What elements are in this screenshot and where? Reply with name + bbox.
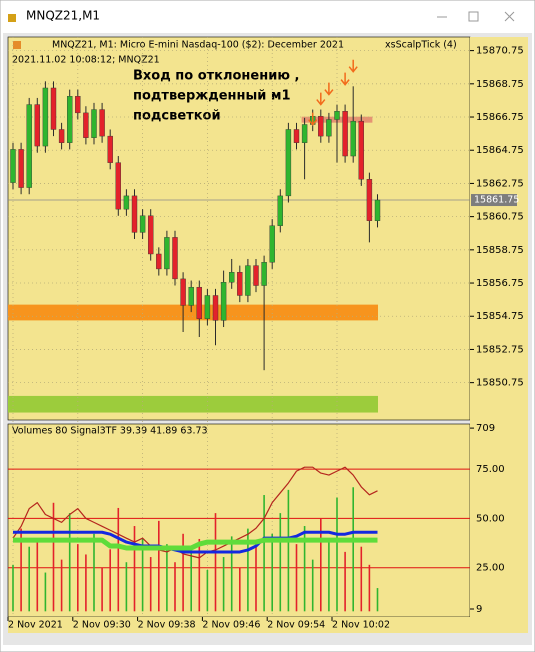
window-title: MNQZ21,M1	[26, 9, 100, 23]
y-tick-label: 25.00	[476, 563, 505, 574]
candle-body	[220, 282, 227, 321]
candle-body	[123, 195, 130, 210]
last-price-label: 15861.75	[474, 195, 519, 206]
y-tick-label: 15864.75	[476, 145, 524, 156]
y-tick-label: 15860.75	[476, 212, 524, 223]
candle-body	[164, 237, 170, 270]
maximize[interactable]	[468, 11, 479, 22]
signal-arrow	[348, 59, 358, 73]
x-tick-label: 2 Nov 09:54	[267, 620, 325, 631]
candle-body	[237, 272, 243, 296]
candle-body	[188, 286, 194, 306]
annotation: Вход по отклонению ,	[133, 69, 299, 84]
candle-body	[342, 111, 348, 157]
x-tick-label: 2 Nov 10:02	[332, 620, 390, 631]
candle-body	[75, 96, 81, 114]
candle-body	[42, 87, 49, 147]
y-tick-label: 15870.75	[476, 46, 524, 57]
candle-body	[350, 120, 356, 157]
signal-arrow	[340, 72, 350, 86]
y-tick-label: 15862.75	[476, 178, 524, 189]
close[interactable]	[504, 11, 515, 22]
y-tick-label: 75.00	[476, 464, 505, 475]
candle-body	[204, 295, 211, 319]
candle-body	[212, 295, 219, 321]
y-tick-label: 15850.75	[476, 378, 524, 389]
chart-title: MNQZ21, M1: Micro E-mini Nasdaq-100 ($2)…	[52, 40, 344, 51]
y-tick-label: 50.00	[476, 513, 505, 524]
indicator-name: xsScalpTick (4)	[385, 40, 457, 51]
zone	[8, 304, 378, 321]
y-tick-label: 15854.75	[476, 311, 524, 322]
candle-body	[10, 149, 16, 183]
candle-body	[107, 135, 113, 163]
candle-body	[228, 272, 235, 283]
candle-body	[277, 195, 283, 226]
candle-body	[91, 109, 97, 138]
candle-body	[66, 96, 73, 143]
candle-body	[269, 225, 275, 263]
candle-body	[326, 119, 332, 137]
annotation: подсветкой	[133, 109, 221, 124]
x-tick-label: 2 Nov 2021	[8, 620, 63, 631]
signal-arrow	[316, 92, 326, 106]
candle-body	[196, 286, 203, 319]
candle-body	[115, 162, 122, 210]
annotation: подтвержденный м1	[133, 89, 291, 104]
indicator-title: Volumes 80 Signal3TF 39.39 41.89 63.73	[12, 426, 208, 437]
symbol-icon	[13, 41, 21, 49]
y-tick-label: 15852.75	[476, 344, 524, 355]
y-tick-label: 15856.75	[476, 278, 524, 289]
candle-body	[253, 265, 259, 286]
last-price-box	[471, 194, 517, 207]
signal-arrow	[324, 82, 334, 96]
candle-body	[374, 199, 381, 221]
candle-body	[358, 120, 364, 180]
candle-body	[334, 111, 340, 120]
candle-body	[285, 129, 292, 197]
y2-tick-label: 9	[476, 604, 482, 615]
x-tick-label: 2 Nov 09:46	[202, 620, 260, 631]
signal-arrow	[308, 112, 318, 126]
candle-body	[83, 112, 89, 138]
y-tick-label: 15868.75	[476, 79, 524, 90]
right-axis	[470, 37, 528, 617]
candle-body	[50, 87, 57, 130]
candle-body	[131, 195, 138, 233]
candle-body	[261, 262, 267, 286]
x-tick-label: 2 Nov 09:30	[73, 620, 131, 631]
candle-body	[318, 115, 324, 137]
candle-body	[156, 253, 162, 270]
candle-body	[58, 129, 65, 143]
candle-body	[180, 278, 186, 306]
window-buttons[interactable]	[437, 11, 515, 22]
chart-subtitle: 2021.11.02 10:08:12; MNQZ21	[12, 55, 160, 66]
x-tick-label: 2 Nov 09:38	[138, 620, 196, 631]
y-tick-label: 15866.75	[476, 112, 524, 123]
candle-body	[26, 104, 32, 188]
indicator-line	[13, 537, 378, 551]
candle-body	[245, 265, 251, 296]
indicator-line	[13, 530, 378, 554]
candle-body	[34, 104, 40, 147]
y2-tick-label: 709	[476, 423, 495, 434]
candle-body	[366, 179, 373, 221]
candle-body	[293, 129, 300, 143]
candle-body	[99, 109, 105, 137]
window-icon	[8, 14, 16, 22]
candle-body	[18, 149, 24, 188]
candle-body	[301, 124, 308, 143]
candle-body	[147, 215, 154, 255]
candle-body	[139, 215, 146, 233]
zone	[8, 395, 378, 413]
candle-body	[172, 237, 178, 280]
indicator-line	[12, 466, 378, 559]
y-tick-label: 15858.75	[476, 245, 524, 256]
price-pane	[7, 36, 471, 421]
